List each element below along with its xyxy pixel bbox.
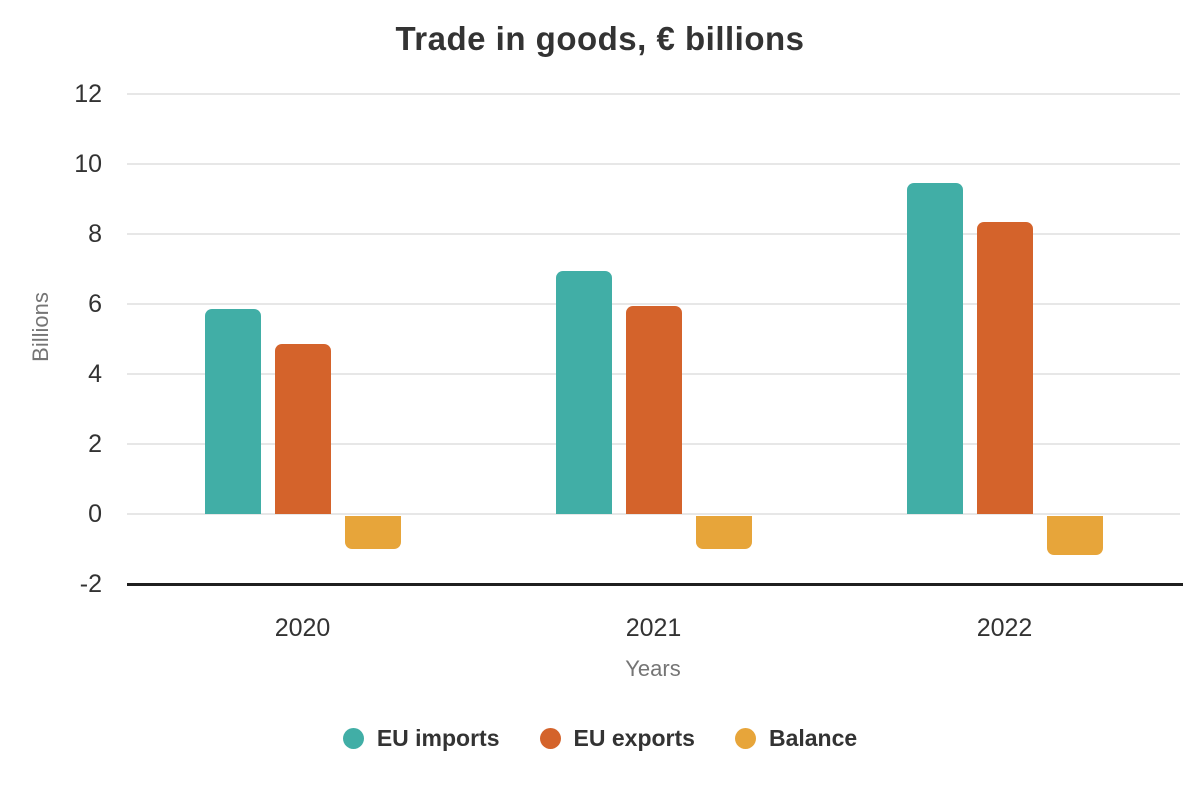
y-tick-4: 4 [88, 360, 102, 388]
bar-balance-2021[interactable] [695, 516, 752, 550]
x-tick-2021: 2021 [625, 614, 682, 642]
legend-item-eu-imports[interactable]: EU imports [342, 725, 500, 752]
legend-label-eu-imports: EU imports [376, 725, 500, 751]
y-tick-10: 10 [74, 150, 102, 178]
legend-marker-eu-imports-icon [342, 728, 364, 749]
gridline-10 [127, 163, 1180, 165]
y-tick-6: 6 [88, 290, 102, 318]
gridline-6 [127, 303, 1180, 305]
bar-eu-exports-2021[interactable] [625, 305, 682, 514]
y-tick-8: 8 [88, 220, 102, 248]
x-axis-title: Years [625, 656, 681, 681]
gridline-12 [127, 93, 1180, 95]
legend-item-eu-exports[interactable]: EU exports [539, 725, 695, 752]
y-tick-2: 2 [88, 430, 102, 458]
x-tick-2020: 2020 [274, 614, 331, 642]
legend-marker-balance-icon [734, 728, 756, 749]
bar-eu-imports-2021[interactable] [555, 270, 612, 514]
bar-eu-exports-2022[interactable] [976, 221, 1033, 514]
legend-label-balance: Balance [768, 725, 858, 751]
x-tick-2022: 2022 [976, 614, 1033, 642]
legend: EU imports EU exports Balance [0, 725, 1200, 752]
chart-title: Trade in goods, € billions [395, 20, 805, 57]
legend-item-balance[interactable]: Balance [734, 725, 858, 752]
y-tick-12: 12 [74, 80, 102, 108]
legend-label-eu-exports: EU exports [573, 725, 695, 751]
legend-marker-eu-exports-icon [539, 728, 561, 749]
gridline-8 [127, 233, 1180, 235]
bar-balance-2022[interactable] [1046, 516, 1103, 555]
bar-eu-exports-2020[interactable] [274, 344, 331, 514]
y-tick-0: 0 [88, 500, 102, 528]
bar-balance-2020[interactable] [344, 516, 401, 550]
gridline-0 [127, 513, 1180, 515]
bar-eu-imports-2020[interactable] [204, 309, 261, 514]
y-tick--2: -2 [79, 570, 102, 598]
bar-eu-imports-2022[interactable] [906, 183, 963, 514]
x-axis-baseline [127, 583, 1183, 586]
